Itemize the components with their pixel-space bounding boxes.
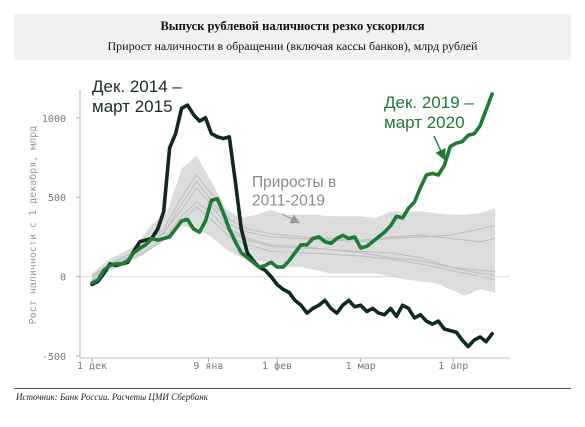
line-chart: -500 0 500 1000 1 дек 9 янв 1 фев 1 мар 1 апр Рос… (27, 77, 510, 372)
x-tick-label: 1 мар (346, 361, 376, 372)
series-line-2014 (90, 103, 494, 349)
y-tick-label: 500 (48, 193, 66, 204)
y-tick-label: -500 (42, 352, 66, 363)
chart-subtitle: Прирост наличности в обращении (включая … (107, 39, 478, 53)
axes: -500 0 500 1000 1 дек 9 янв 1 фев 1 мар 1 апр Рос… (27, 90, 510, 372)
series-line-2019 (90, 92, 494, 285)
range-band-area (92, 155, 496, 296)
chart-title: Выпуск рублевой наличности резко ускорил… (160, 19, 425, 33)
x-tick-label: 1 дек (77, 361, 107, 372)
x-tick-label: 1 фев (262, 360, 292, 372)
annotation-3: Дек. 2019 – март 2020 (384, 93, 474, 132)
annotation-2: Приросты в 2011-2019 (252, 174, 336, 210)
footer-divider (14, 388, 571, 389)
historical-range-band (92, 155, 496, 296)
series-lines (90, 92, 494, 349)
arrow-2019 (433, 135, 446, 161)
arrow-range (281, 213, 301, 224)
y-tick-label: 0 (60, 273, 66, 284)
x-tick-label: 1 апр (438, 361, 468, 372)
historical-line-4 (91, 206, 496, 281)
y-axis-label: Рост наличности с 1 декабря, млрд (27, 126, 39, 325)
annotations: Дек. 2014 – март 2015 Приросты в 2011-2019 Д… (92, 77, 474, 224)
y-tick-label: 1000 (42, 114, 66, 125)
source-note: Источник: Банк России. Расчеты ЦМИ Сберб… (16, 392, 208, 402)
historical-line-1 (91, 186, 496, 279)
historical-line-2 (91, 174, 496, 278)
historical-line-5 (91, 180, 496, 277)
x-tick-label: 9 янв (193, 361, 223, 372)
chart-header: Выпуск рублевой наличности резко ускорил… (14, 14, 571, 60)
annotation-1: Дек. 2014 – март 2015 (92, 77, 182, 116)
